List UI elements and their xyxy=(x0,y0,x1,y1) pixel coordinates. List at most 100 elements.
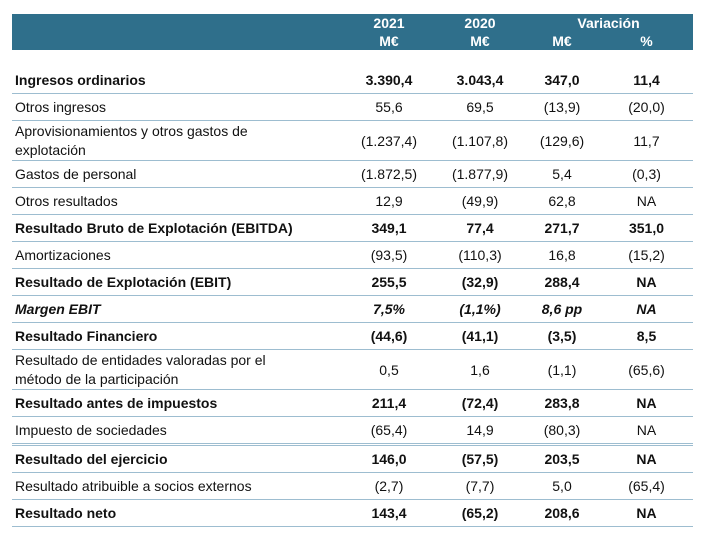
table-row: Resultado neto 143,4 (65,2) 208,6 NA xyxy=(12,499,694,527)
value-cell: 12,9 xyxy=(342,187,436,215)
value-cell: 69,5 xyxy=(436,93,524,121)
table-row: Amortizaciones (93,5) (110,3) 16,8 (15,2) xyxy=(12,241,694,269)
value-cell: (93,5) xyxy=(342,241,436,269)
value-cell: (13,9) xyxy=(524,93,600,121)
value-cell: 288,4 xyxy=(524,268,600,296)
value-cell: 143,4 xyxy=(342,499,436,527)
value-cell: (1,1) xyxy=(524,349,600,390)
value-cell: 11,4 xyxy=(600,67,694,94)
value-cell: NA xyxy=(600,295,694,323)
value-cell: 14,9 xyxy=(436,416,524,446)
value-cell: NA xyxy=(600,268,694,296)
value-cell: (41,1) xyxy=(436,322,524,350)
value-cell: 8,5 xyxy=(600,322,694,350)
row-label: Impuesto de sociedades xyxy=(12,416,342,446)
value-cell: 347,0 xyxy=(524,67,600,94)
value-cell: NA xyxy=(600,389,694,417)
table-row: Resultado Bruto de Explotación (EBITDA) 3… xyxy=(12,214,694,242)
value-cell: (44,6) xyxy=(342,322,436,350)
value-cell: 11,7 xyxy=(600,120,694,161)
value-cell: 211,4 xyxy=(342,389,436,417)
value-cell: 0,5 xyxy=(342,349,436,390)
value-cell: 1,6 xyxy=(436,349,524,390)
row-label: Resultado de Explotación (EBIT) xyxy=(12,268,342,296)
value-cell: NA xyxy=(600,187,694,215)
value-cell: (80,3) xyxy=(524,416,600,446)
value-cell: (32,9) xyxy=(436,268,524,296)
header-blank xyxy=(12,32,342,50)
value-cell: 271,7 xyxy=(524,214,600,242)
value-cell: (110,3) xyxy=(436,241,524,269)
table-row: Resultado Financiero (44,6) (41,1) (3,5) 8,5 xyxy=(12,322,694,350)
row-label: Amortizaciones xyxy=(12,241,342,269)
row-label: Resultado antes de impuestos xyxy=(12,389,342,417)
variation-title: Variación xyxy=(524,14,694,32)
value-cell: NA xyxy=(600,416,694,446)
header-blank xyxy=(12,14,342,32)
value-cell: 8,6 pp xyxy=(524,295,600,323)
value-cell: 255,5 xyxy=(342,268,436,296)
value-cell: 77,4 xyxy=(436,214,524,242)
value-cell: 5,4 xyxy=(524,160,600,188)
value-cell: (7,7) xyxy=(436,472,524,500)
row-label: Ingresos ordinarios xyxy=(12,67,342,94)
spacer xyxy=(12,50,693,67)
year: 2021 xyxy=(342,14,436,32)
row-label: Resultado atribuible a socios externos xyxy=(12,472,342,500)
value-cell: (0,3) xyxy=(600,160,694,188)
value-cell: 16,8 xyxy=(524,241,600,269)
unit: M€ xyxy=(524,32,600,50)
row-label: Aprovisionamientos y otros gastos de exp… xyxy=(12,120,342,161)
row-label: Margen EBIT xyxy=(12,295,342,323)
unit: % xyxy=(600,32,694,50)
row-label: Gastos de personal xyxy=(12,160,342,188)
value-cell: (1.872,5) xyxy=(342,160,436,188)
row-label: Otros ingresos xyxy=(12,93,342,121)
table-row: Margen EBIT 7,5% (1,1%) 8,6 pp NA xyxy=(12,295,694,323)
value-cell: 349,1 xyxy=(342,214,436,242)
table-body: Ingresos ordinarios 3.390,4 3.043,4 347,0 11… xyxy=(12,50,694,527)
row-label: Resultado Bruto de Explotación (EBITDA) xyxy=(12,214,342,242)
value-cell: NA xyxy=(600,499,694,527)
value-cell: NA xyxy=(600,444,694,473)
table-row: Gastos de personal (1.872,5) (1.877,9) 5,4(… xyxy=(12,160,694,188)
value-cell: (65,2) xyxy=(436,499,524,527)
row-label: Resultado neto xyxy=(12,499,342,527)
table-row: Otros resultados 12,9 (49,9) 62,8 NA xyxy=(12,187,694,215)
value-cell: (15,2) xyxy=(600,241,694,269)
value-cell: (129,6) xyxy=(524,120,600,161)
row-label: Resultado del ejercicio xyxy=(12,444,342,473)
table-row: Ingresos ordinarios 3.390,4 3.043,4 347,0 11… xyxy=(12,67,694,94)
table-row: Resultado del ejercicio 146,0 (57,5) 203,5 N… xyxy=(12,444,694,473)
unit: M€ xyxy=(342,32,436,50)
value-cell: (1.877,9) xyxy=(436,160,524,188)
row-label: Resultado Financiero xyxy=(12,322,342,350)
results-table: 2021 2020 Variación M€ M€ M€ % Ingresos … xyxy=(12,14,694,527)
row-label: Otros resultados xyxy=(12,187,342,215)
table-row: Resultado atribuible a socios externos (2… xyxy=(12,472,694,500)
value-cell: 208,6 xyxy=(524,499,600,527)
table-row: Resultado de Explotación (EBIT) 255,5 (32,… xyxy=(12,268,694,296)
value-cell: 351,0 xyxy=(600,214,694,242)
value-cell: (2,7) xyxy=(342,472,436,500)
value-cell: (1.107,8) xyxy=(436,120,524,161)
value-cell: 283,8 xyxy=(524,389,600,417)
value-cell: 5,0 xyxy=(524,472,600,500)
table-row: Resultado de entidades valoradas por el … xyxy=(12,349,694,390)
table-row: Aprovisionamientos y otros gastos de exp… xyxy=(12,120,694,161)
unit: M€ xyxy=(436,32,524,50)
value-cell: 146,0 xyxy=(342,444,436,473)
value-cell: 62,8 xyxy=(524,187,600,215)
year: 2020 xyxy=(436,14,524,32)
value-cell: (65,4) xyxy=(342,416,436,446)
value-cell: (65,6) xyxy=(600,349,694,390)
value-cell: 203,5 xyxy=(524,444,600,473)
value-cell: 3.043,4 xyxy=(436,67,524,94)
value-cell: (1.237,4) xyxy=(342,120,436,161)
value-cell: 3.390,4 xyxy=(342,67,436,94)
value-cell: (20,0) xyxy=(600,93,694,121)
value-cell: (1,1%) xyxy=(436,295,524,323)
table-row: Impuesto de sociedades (65,4) 14,9 (80,3) NA xyxy=(12,416,694,446)
table-row: Resultado antes de impuestos 211,4 (72,4) 2… xyxy=(12,389,694,417)
